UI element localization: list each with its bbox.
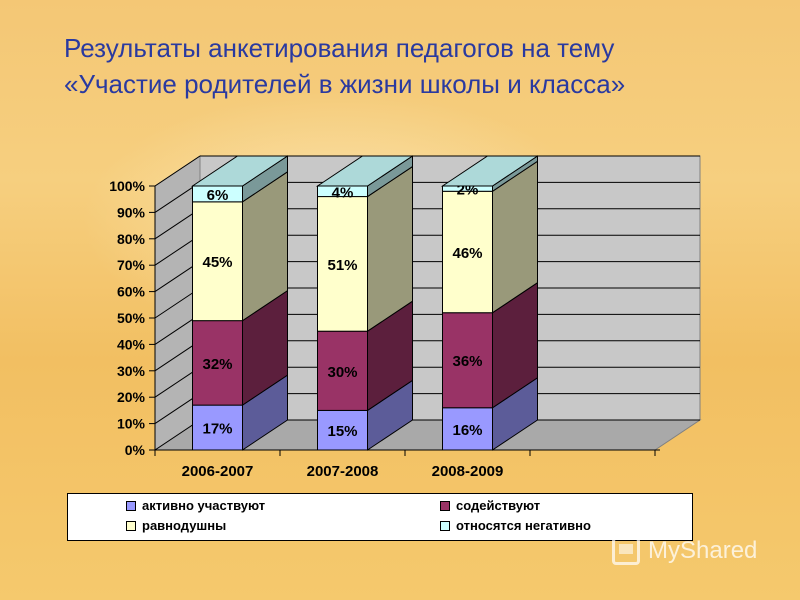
legend-swatch-negative	[440, 520, 450, 531]
presentation-icon	[612, 537, 640, 565]
data-label-2-1: 36%	[452, 353, 482, 370]
bar-2-top	[440, 155, 540, 187]
y-tick-label: 80%	[117, 231, 146, 247]
legend-label-active: активно участвуют	[142, 498, 266, 513]
x-tick-label-2: 2008-2009	[432, 463, 504, 480]
legend-swatch-indifferent	[126, 520, 136, 531]
bar-0-segment-2	[192, 201, 243, 322]
bar-2-segment-1	[442, 312, 493, 409]
y-tick-label: 70%	[117, 257, 146, 273]
data-label-1-0: 15%	[327, 423, 357, 440]
y-tick-label: 90%	[117, 204, 146, 220]
data-label-1-3: 4%	[332, 184, 354, 201]
data-label-2-0: 16%	[452, 422, 482, 439]
y-tick-label: 100%	[109, 178, 145, 194]
x-tick-label-1: 2007-2008	[307, 463, 379, 480]
bar-2-segment-2	[442, 190, 493, 314]
data-label-2-2: 46%	[452, 245, 482, 262]
data-label-1-1: 30%	[327, 364, 357, 381]
watermark-text: MyShared	[648, 537, 758, 564]
y-tick-label: 20%	[117, 389, 146, 405]
data-label-0-0: 17%	[202, 421, 232, 438]
watermark: MyShared	[612, 537, 757, 565]
bar-1-segment-2	[317, 196, 368, 332]
bar-0-top	[190, 155, 290, 187]
page-title: Результаты анкетирования педагогов на те…	[64, 30, 764, 102]
y-tick-label: 50%	[117, 310, 146, 326]
bar-0-segment-0	[192, 404, 243, 451]
legend-swatch-active	[126, 500, 136, 511]
data-label-0-1: 32%	[202, 356, 232, 373]
legend-swatch-support	[440, 500, 450, 511]
gridline-side	[154, 155, 201, 187]
legend-item-negative: относятся негативно	[440, 518, 591, 533]
y-tick-label: 30%	[117, 363, 146, 379]
chart-legend: активно участвуют содействуют равнодушны…	[67, 493, 693, 541]
data-label-0-2: 45%	[202, 254, 232, 271]
legend-item-active: активно участвуют	[126, 498, 265, 513]
data-label-1-2: 51%	[327, 257, 357, 274]
legend-item-support: содействуют	[440, 498, 540, 513]
legend-label-support: содействуют	[456, 498, 541, 513]
title-line-1: Результаты анкетирования педагогов на те…	[64, 33, 615, 63]
legend-label-indifferent: равнодушны	[142, 518, 227, 533]
y-tick-label: 10%	[117, 416, 146, 432]
x-tick-label-0: 2006-2007	[182, 463, 254, 480]
bar-1-segment-1	[317, 330, 368, 411]
y-tick-label: 60%	[117, 284, 146, 300]
title-line-2: «Участие родителей в жизни школы и класс…	[64, 69, 626, 99]
bar-1-top	[315, 155, 415, 187]
bar-0-segment-1	[192, 320, 243, 406]
legend-label-negative: относятся негативно	[456, 518, 591, 533]
y-tick-label: 0%	[125, 442, 146, 458]
legend-item-indifferent: равнодушны	[126, 518, 226, 533]
data-label-0-3: 6%	[207, 187, 229, 204]
y-tick-label: 40%	[117, 336, 146, 352]
